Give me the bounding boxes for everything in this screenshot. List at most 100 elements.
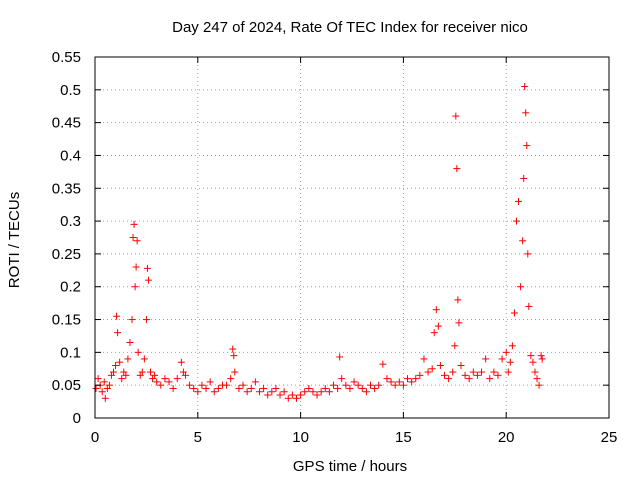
- data-point: [454, 296, 462, 304]
- y-tick-label: 0: [73, 410, 81, 427]
- data-point: [230, 352, 238, 360]
- data-point: [325, 388, 333, 396]
- y-tick-label: 0.45: [52, 115, 81, 132]
- data-point: [354, 381, 362, 389]
- data-point: [143, 264, 151, 272]
- y-tick-label: 0.2: [60, 279, 81, 296]
- data-point: [280, 388, 288, 396]
- data-point: [132, 263, 140, 271]
- data-point: [424, 368, 432, 376]
- data-point: [383, 375, 391, 383]
- data-point: [181, 371, 189, 379]
- data-point: [169, 384, 177, 392]
- data-point: [264, 391, 272, 399]
- data-point: [531, 368, 539, 376]
- data-point: [173, 375, 181, 383]
- data-point: [399, 381, 407, 389]
- data-point: [284, 394, 292, 402]
- data-point: [126, 339, 134, 347]
- data-point: [202, 384, 210, 392]
- y-tick-label: 0.35: [52, 180, 81, 197]
- data-point: [100, 378, 108, 386]
- data-point: [523, 142, 531, 150]
- data-point: [524, 250, 532, 258]
- x-tick-label: 15: [395, 429, 412, 446]
- data-point: [420, 355, 428, 363]
- data-point: [297, 391, 305, 399]
- y-tick-label: 0.55: [52, 49, 81, 66]
- data-point: [465, 375, 473, 383]
- data-point: [272, 384, 280, 392]
- data-point: [453, 165, 461, 173]
- x-axis-label: GPS time / hours: [293, 458, 407, 475]
- y-tick-label: 0.1: [60, 344, 81, 361]
- data-point: [231, 368, 239, 376]
- data-point: [161, 375, 169, 383]
- plot-frame: [94, 56, 610, 419]
- data-point: [375, 381, 383, 389]
- data-point: [515, 197, 523, 205]
- data-point: [336, 353, 344, 361]
- data-point: [367, 381, 375, 389]
- data-point: [247, 384, 255, 392]
- data-point: [416, 371, 424, 379]
- data-point: [151, 371, 159, 379]
- data-point: [346, 384, 354, 392]
- data-point: [142, 316, 150, 324]
- data-point: [512, 217, 520, 225]
- data-point: [508, 342, 516, 350]
- data-point: [131, 283, 139, 291]
- y-tick-label: 0.25: [52, 246, 81, 263]
- data-point: [288, 391, 296, 399]
- data-point: [186, 381, 194, 389]
- data-point: [362, 388, 370, 396]
- data-point: [338, 375, 346, 383]
- data-point: [190, 384, 198, 392]
- data-point: [436, 361, 444, 369]
- data-point: [486, 375, 494, 383]
- data-point: [461, 371, 469, 379]
- chart-title: Day 247 of 2024, Rate Of TEC Index for r…: [172, 19, 528, 36]
- y-tick-label: 0.05: [52, 377, 81, 394]
- data-point: [535, 381, 543, 389]
- data-point: [157, 381, 165, 389]
- data-point: [490, 368, 498, 376]
- data-point: [434, 322, 442, 330]
- data-point: [129, 234, 137, 241]
- data-point: [452, 112, 460, 120]
- data-point: [235, 384, 243, 392]
- data-point: [371, 384, 379, 392]
- data-point: [478, 368, 486, 376]
- data-point: [92, 384, 100, 392]
- data-point: [473, 371, 481, 379]
- data-point: [441, 371, 449, 379]
- data-point: [210, 388, 218, 396]
- data-point: [430, 329, 438, 337]
- data-point: [451, 342, 459, 350]
- data-point: [134, 348, 142, 356]
- data-point: [292, 394, 300, 402]
- data-point: [525, 302, 533, 310]
- data-point: [227, 375, 235, 383]
- data-point: [268, 388, 276, 396]
- data-point: [229, 345, 237, 353]
- data-point: [194, 388, 202, 396]
- data-point: [342, 381, 350, 389]
- data-point: [395, 378, 403, 386]
- x-axis: 0 5 10 15 20 25: [91, 57, 617, 446]
- data-point: [98, 388, 106, 396]
- data-point: [147, 368, 155, 376]
- data-point: [165, 378, 173, 386]
- data-point: [223, 381, 231, 389]
- data-point: [387, 378, 395, 386]
- data-point: [124, 355, 132, 363]
- data-point: [112, 361, 120, 369]
- y-axis-label: ROTI / TECUs: [6, 192, 23, 288]
- data-point: [243, 388, 251, 396]
- data-point: [482, 355, 490, 363]
- data-point: [101, 394, 109, 402]
- data-point: [153, 378, 161, 386]
- data-point: [260, 384, 268, 392]
- data-point: [198, 381, 206, 389]
- data-point: [144, 276, 152, 284]
